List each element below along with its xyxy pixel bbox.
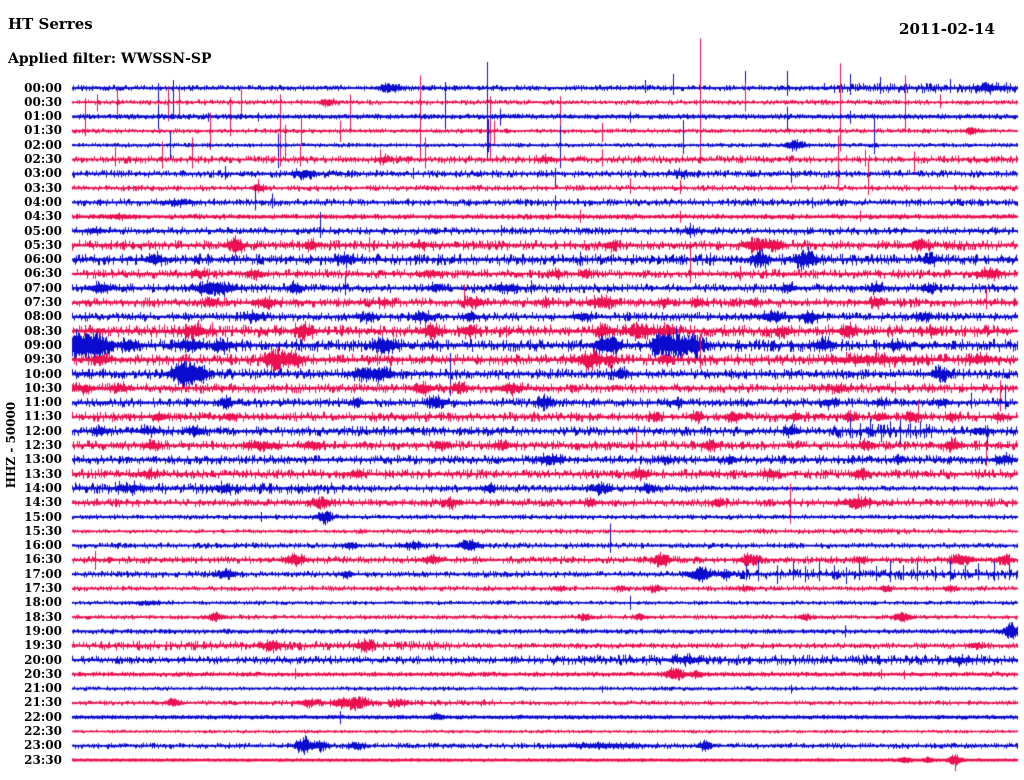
time-label-0500: 05:00 [24, 223, 62, 238]
time-label-2300: 23:00 [24, 738, 62, 753]
time-label-0100: 01:00 [24, 109, 62, 124]
time-label-1500: 15:00 [24, 509, 62, 524]
time-label-0600: 06:00 [24, 252, 62, 267]
station-name: HT Serres [8, 15, 93, 33]
time-label-1100: 11:00 [24, 395, 62, 410]
time-label-1830: 18:30 [24, 609, 62, 624]
time-label-2330: 23:30 [24, 752, 62, 767]
time-label-1600: 16:00 [24, 538, 62, 553]
time-label-0030: 00:30 [24, 94, 62, 109]
time-label-1730: 17:30 [24, 581, 62, 595]
time-label-0330: 03:30 [24, 180, 62, 195]
time-label-0530: 05:30 [24, 237, 62, 252]
time-label-2200: 22:00 [24, 709, 62, 724]
time-label-0230: 02:30 [24, 152, 62, 166]
time-label-1000: 10:00 [24, 366, 62, 381]
time-label-0630: 06:30 [24, 266, 62, 281]
time-label-2230: 22:30 [24, 724, 62, 738]
time-label-0000: 00:00 [24, 80, 62, 95]
time-label-1400: 14:00 [24, 480, 62, 495]
time-label-1200: 12:00 [24, 423, 62, 438]
time-label-0430: 04:30 [24, 209, 62, 224]
time-label-2100: 21:00 [24, 681, 62, 696]
time-label-0900: 09:00 [24, 337, 62, 352]
time-label-0300: 03:00 [24, 166, 62, 181]
time-label-1530: 15:30 [24, 523, 62, 538]
time-label-2000: 20:00 [24, 652, 62, 667]
time-label-1330: 13:30 [24, 466, 62, 481]
time-label-0730: 07:30 [24, 295, 62, 309]
time-label-0400: 04:00 [24, 194, 62, 209]
time-label-1800: 18:00 [24, 595, 62, 610]
time-label-1300: 13:00 [24, 452, 62, 467]
time-label-0130: 01:30 [24, 123, 62, 138]
time-label-0830: 08:30 [24, 323, 62, 338]
time-label-1930: 19:30 [24, 638, 62, 653]
time-label-1700: 17:00 [24, 566, 62, 581]
time-label-1230: 12:30 [24, 438, 62, 452]
time-label-0930: 09:30 [24, 352, 62, 367]
time-label-1130: 11:30 [24, 409, 62, 424]
time-label-2130: 21:30 [24, 695, 62, 710]
time-label-0700: 07:00 [24, 280, 62, 295]
time-label-2030: 20:30 [24, 666, 62, 681]
record-date: 2011-02-14 [899, 20, 995, 38]
time-label-1030: 10:30 [24, 380, 62, 395]
time-label-1900: 19:00 [24, 623, 62, 638]
time-label-0200: 02:00 [24, 137, 62, 152]
applied-filter-label: Applied filter: WWSSN-SP [8, 51, 212, 67]
time-label-0800: 08:00 [24, 309, 62, 324]
time-label-1430: 14:30 [24, 495, 62, 510]
time-label-1630: 16:30 [24, 552, 62, 567]
